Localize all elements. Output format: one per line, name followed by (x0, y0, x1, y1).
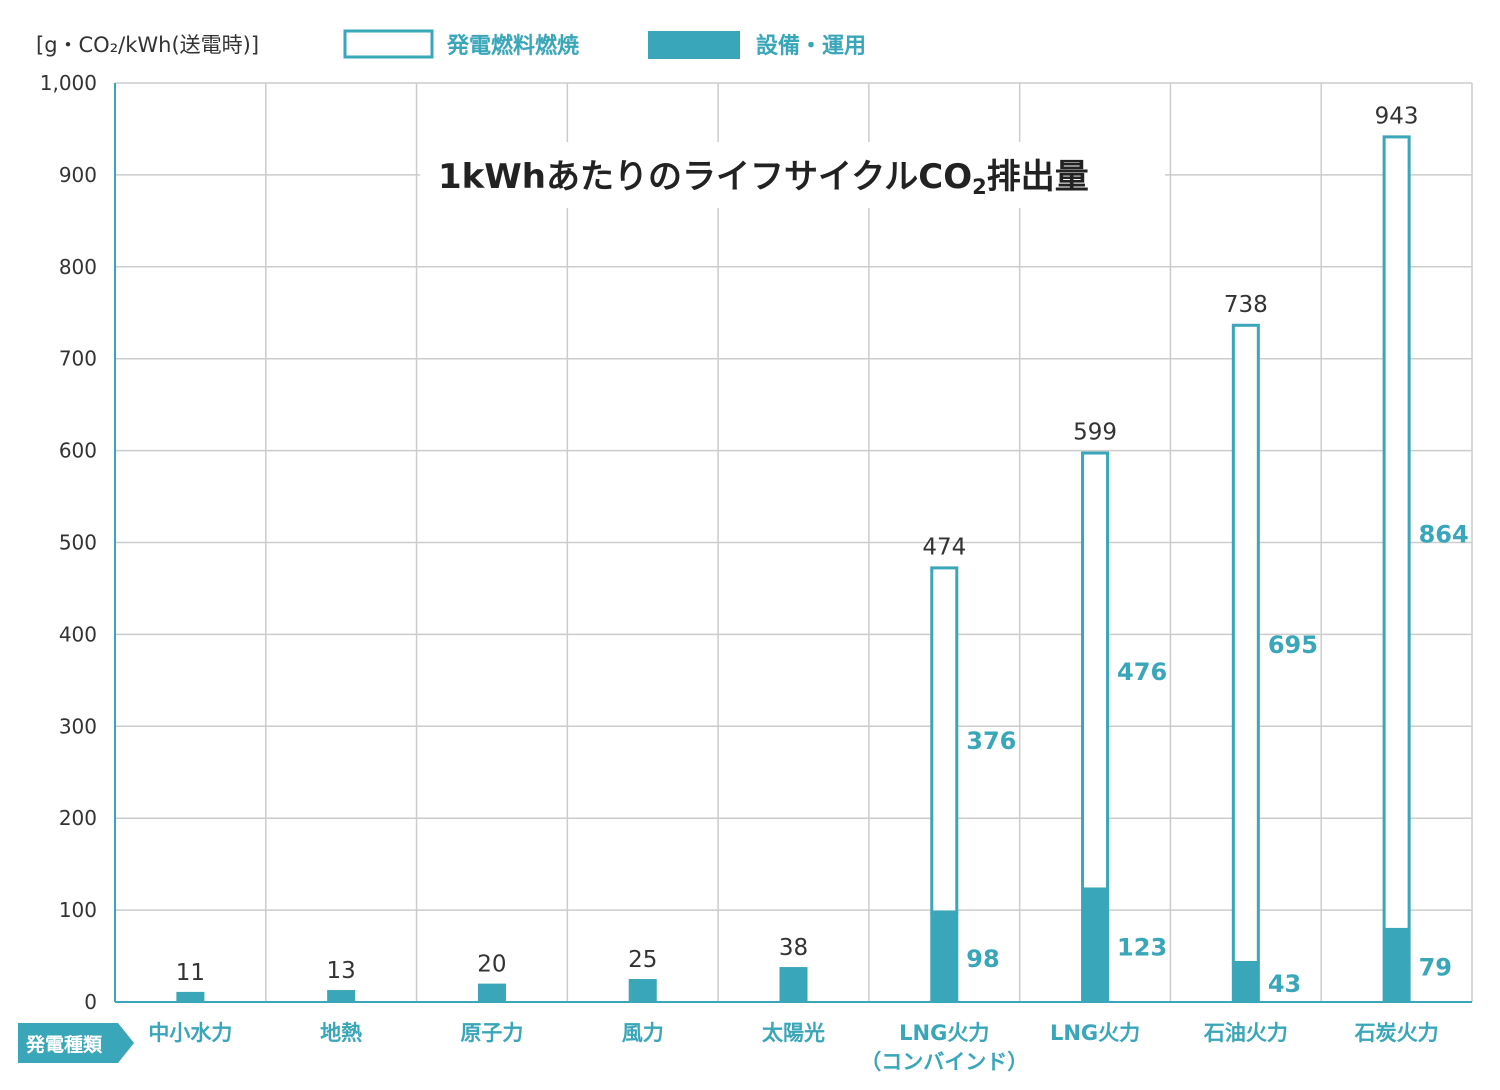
x-category-label: 石油火力 (1203, 1021, 1288, 1045)
bar-total-label: 25 (628, 947, 657, 973)
y-tick-label: 300 (59, 714, 97, 738)
bars (176, 135, 1411, 1002)
y-tick-label: 800 (59, 255, 97, 279)
bar-segment-equipment (930, 911, 959, 1002)
y-tick-label: 900 (59, 163, 97, 187)
labels: 0 100 200 300 400 500 600 700 800 900 1,000 11 中小水力 1… (40, 71, 1469, 1074)
bar-total-label: 738 (1224, 292, 1268, 318)
segment-label-equipment: 98 (966, 945, 999, 973)
bar-segment-fuel (1382, 135, 1411, 931)
legend-swatch-fuel (343, 29, 434, 59)
y-tick-label: 600 (59, 439, 97, 463)
x-category-label: 中小水力 (148, 1021, 232, 1045)
legend-swatch-equipment (648, 31, 740, 59)
bar-segment-equipment (1382, 929, 1411, 1002)
bar-total-label: 13 (327, 958, 356, 984)
x-category-label: LNG火力 (1050, 1021, 1140, 1045)
x-category-label: LNG火力 (899, 1021, 989, 1045)
segment-label-fuel: 695 (1268, 631, 1318, 659)
y-tick-label: 400 (59, 622, 97, 646)
bar-total-label: 11 (176, 960, 205, 986)
chart-title: 1kWhあたりのライフサイクルCO2排出量 (438, 157, 1089, 199)
segment-label-equipment: 123 (1117, 933, 1167, 961)
bar-segment-equipment (628, 979, 657, 1002)
y-tick-label: 1,000 (40, 71, 97, 95)
segment-label-equipment: 79 (1419, 954, 1452, 982)
bar-total-label: 474 (922, 534, 966, 560)
bar-segment-fuel (1081, 451, 1110, 891)
x-category-label: 風力 (622, 1021, 664, 1045)
bar-total-label: 20 (477, 952, 506, 978)
bar-total-label: 943 (1375, 103, 1419, 129)
bar-segment-fuel (1231, 323, 1260, 964)
y-tick-label: 500 (59, 531, 97, 555)
bar-segment-equipment (327, 990, 356, 1002)
y-tick-label: 0 (84, 990, 97, 1014)
bar-segment-equipment (176, 991, 205, 1002)
bar-total-label: 38 (779, 935, 808, 961)
x-category-label: 石炭火力 (1354, 1021, 1439, 1045)
x-axis-title-badge (18, 1023, 134, 1063)
segment-label-equipment: 43 (1268, 970, 1301, 998)
bar-segment-equipment (1081, 888, 1110, 1002)
segment-label-fuel: 864 (1419, 520, 1469, 548)
grid (114, 82, 1473, 1003)
legend-label-fuel: 発電燃料燃焼 (446, 33, 579, 59)
y-axis-label: [g・CO₂/kWh(送電時)] (36, 33, 259, 57)
x-axis-title: 発電種類 (25, 1033, 103, 1056)
y-tick-label: 700 (59, 347, 97, 371)
bar-segment-fuel (930, 566, 959, 914)
segment-label-fuel: 476 (1117, 658, 1167, 686)
x-category-label: （コンバインド） (860, 1050, 1028, 1074)
segment-label-fuel: 376 (966, 727, 1016, 755)
bar-segment-equipment (1231, 962, 1260, 1002)
bar-segment-equipment (779, 967, 808, 1002)
legend-label-equipment: 設備・運用 (756, 33, 866, 59)
y-tick-label: 200 (59, 806, 97, 830)
y-tick-label: 100 (59, 898, 97, 922)
bar-segment-equipment (477, 983, 506, 1002)
x-category-label: 太陽光 (762, 1021, 825, 1045)
chart-title-suffix: 排出量 (987, 157, 1089, 197)
chart-title-subscript: 2 (972, 175, 987, 199)
x-category-label: 原子力 (460, 1021, 523, 1045)
title-backdrop (420, 142, 1165, 208)
x-category-label: 地熱 (320, 1021, 362, 1045)
bar-total-label: 599 (1073, 420, 1117, 446)
